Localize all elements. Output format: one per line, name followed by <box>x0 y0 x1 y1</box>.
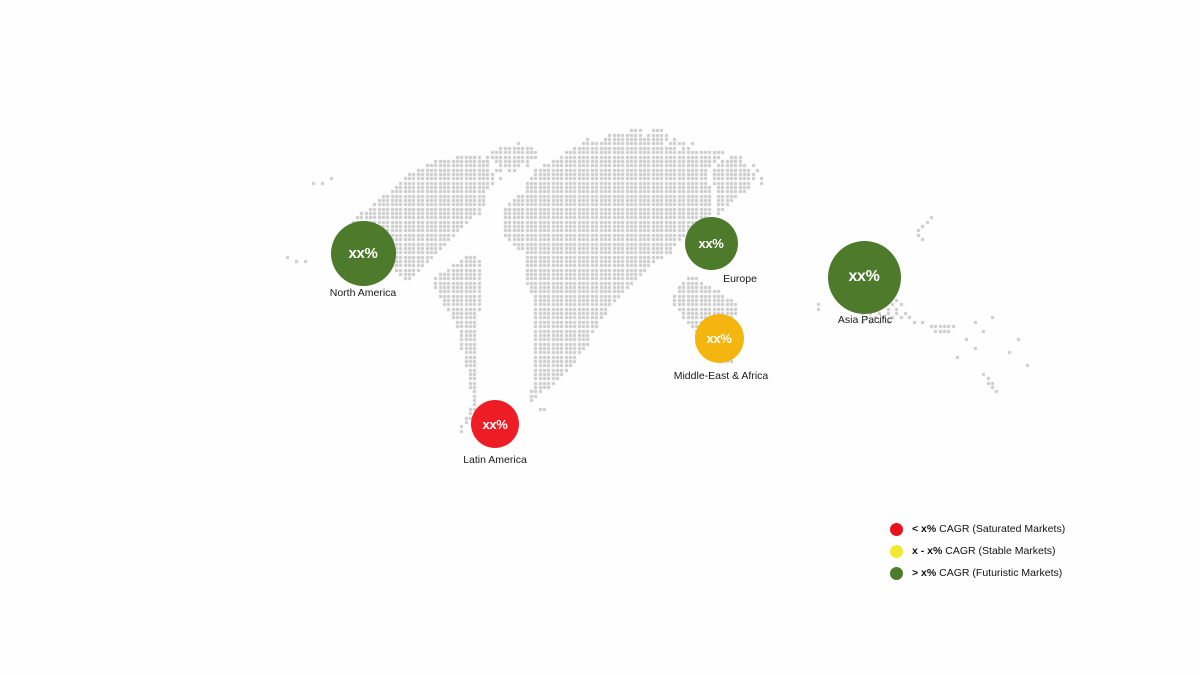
region-value-asia-pacific: xx% <box>848 268 880 285</box>
region-value-europe: xx% <box>698 235 724 251</box>
region-bubble-middle-east-africa[interactable]: xx% <box>694 313 744 363</box>
legend-label-stable: x - x% CAGR (Stable Markets) <box>912 546 1056 557</box>
region-label-latin-america: Latin America <box>463 453 527 466</box>
legend-dot-saturated <box>890 522 903 536</box>
legend-range-saturated: < x% <box>912 522 937 535</box>
legend-dot-stable <box>890 544 903 558</box>
region-label-asia-pacific: Asia Pacific <box>837 313 893 326</box>
legend: < x% CAGR (Saturated Markets) x - x% CAGR… <box>890 518 1065 584</box>
region-value-latin-america: xx% <box>482 416 508 432</box>
legend-range-futuristic: > x% <box>912 566 937 579</box>
legend-dot-futuristic <box>890 566 903 580</box>
legend-item-saturated[interactable]: < x% CAGR (Saturated Markets) <box>890 518 1065 540</box>
region-bubble-latin-america[interactable]: xx% <box>471 400 519 448</box>
legend-label-futuristic: > x% CAGR (Futuristic Markets) <box>912 568 1062 579</box>
legend-desc-saturated: CAGR (Saturated Markets) <box>936 522 1066 535</box>
region-value-north-america: xx% <box>348 244 378 262</box>
legend-item-stable[interactable]: x - x% CAGR (Stable Markets) <box>890 540 1065 562</box>
legend-label-saturated: < x% CAGR (Saturated Markets) <box>912 524 1065 535</box>
region-label-north-america: North America <box>329 286 397 299</box>
region-value-middle-east-africa: xx% <box>706 330 732 346</box>
legend-desc-stable: CAGR (Stable Markets) <box>942 544 1056 557</box>
region-label-europe: Europe <box>723 272 757 285</box>
legend-item-futuristic[interactable]: > x% CAGR (Futuristic Markets) <box>890 562 1065 584</box>
region-bubble-north-america[interactable]: xx% <box>330 220 396 286</box>
legend-range-stable: x - x% <box>912 544 943 557</box>
region-bubble-asia-pacific[interactable]: xx% <box>827 240 901 314</box>
region-bubble-europe[interactable]: xx% <box>684 216 738 270</box>
region-label-middle-east-africa: Middle-East & Africa <box>673 369 769 382</box>
legend-desc-futuristic: CAGR (Futuristic Markets) <box>936 566 1063 579</box>
